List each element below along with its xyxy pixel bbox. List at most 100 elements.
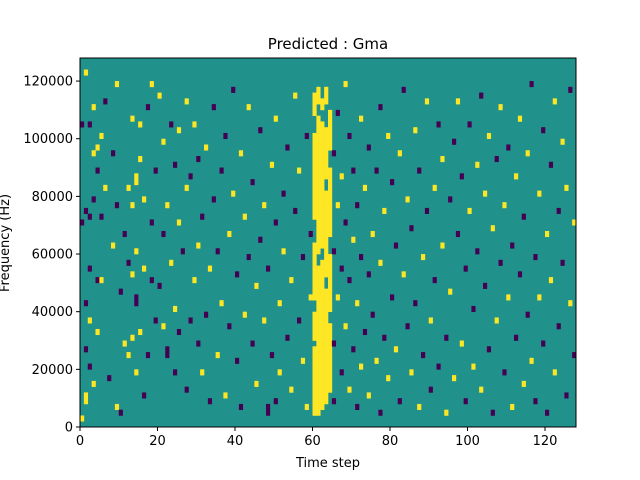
heatmap-cell xyxy=(502,202,507,209)
heatmap-cell xyxy=(227,230,232,238)
heatmap-cell xyxy=(564,392,569,399)
heatmap-cell xyxy=(452,375,457,382)
heatmap-cell xyxy=(95,167,100,174)
heatmap-cell xyxy=(568,300,573,307)
heatmap-cell xyxy=(572,352,577,359)
heatmap-cell xyxy=(556,207,561,214)
heatmap-cell xyxy=(169,259,174,266)
heatmap-cell xyxy=(145,104,151,111)
heatmap-cell xyxy=(529,81,534,88)
heatmap-cell xyxy=(444,334,449,341)
heatmap-cell xyxy=(312,92,317,116)
y-tick-label: 120000 xyxy=(23,75,73,90)
heatmap-cell xyxy=(269,161,275,168)
heatmap-cell xyxy=(355,300,360,307)
heatmap-cell xyxy=(254,380,259,387)
heatmap-cell xyxy=(483,190,488,197)
heatmap-cell xyxy=(258,236,263,243)
heatmap-cell xyxy=(366,271,371,278)
heatmap-cell xyxy=(413,127,418,134)
heatmap-cell xyxy=(300,357,306,364)
heatmap-cell xyxy=(572,219,577,226)
heatmap-cell xyxy=(87,121,92,128)
heatmap-cell xyxy=(300,254,306,261)
heatmap-cell xyxy=(103,184,108,191)
heatmap-cell xyxy=(134,369,139,376)
heatmap-cell xyxy=(173,305,178,312)
heatmap-cell xyxy=(145,352,151,359)
heatmap-cell xyxy=(347,277,352,284)
heatmap-cell xyxy=(269,352,275,359)
heatmap-cell xyxy=(455,98,461,105)
heatmap-cell xyxy=(196,340,201,347)
heatmap-cell xyxy=(382,207,387,214)
heatmap-cell xyxy=(192,277,197,284)
heatmap-cell xyxy=(386,132,391,140)
heatmap-cell xyxy=(514,173,519,180)
heatmap-cell xyxy=(134,248,139,255)
y-tick-label: 60000 xyxy=(32,248,73,263)
heatmap-cell xyxy=(393,242,399,249)
heatmap-cell xyxy=(188,173,193,180)
heatmap-cell xyxy=(432,277,437,284)
heatmap-cell xyxy=(219,167,224,174)
heatmap-cell xyxy=(235,271,240,278)
heatmap-cell xyxy=(130,202,135,209)
heatmap-cell xyxy=(494,317,499,324)
heatmap-cell xyxy=(149,81,154,88)
heatmap-cell xyxy=(176,219,182,226)
heatmap-cell xyxy=(134,294,139,307)
heatmap-cell xyxy=(564,184,569,191)
heatmap-cell xyxy=(455,230,461,238)
heatmap-cell xyxy=(80,219,85,226)
heatmap-cell xyxy=(506,294,511,301)
heatmap-cell xyxy=(138,121,143,128)
heatmap-cell xyxy=(502,369,507,376)
heatmap-cell xyxy=(417,167,422,174)
chart-title: Predicted : Gma xyxy=(268,35,388,53)
heatmap-cell xyxy=(293,92,298,99)
heatmap-cell xyxy=(242,311,247,318)
heatmap-cell xyxy=(83,392,89,405)
heatmap-cell xyxy=(231,86,236,93)
heatmap-cell xyxy=(405,196,410,203)
x-tick-label: 60 xyxy=(304,434,321,449)
heatmap-cell xyxy=(541,127,546,134)
heatmap-cell xyxy=(397,150,402,157)
heatmap-cell xyxy=(312,242,317,301)
heatmap-cell xyxy=(409,369,414,376)
heatmap-cell xyxy=(176,127,182,134)
heatmap-cell xyxy=(436,121,441,128)
heatmap-cell xyxy=(130,271,135,278)
heatmap-cell xyxy=(184,98,189,105)
heatmap-cell xyxy=(339,265,344,272)
heatmap-cell xyxy=(122,340,127,347)
heatmap-cell xyxy=(560,259,565,266)
heatmap-cell xyxy=(91,104,96,111)
heatmap-cell xyxy=(223,392,228,399)
heatmap-cell xyxy=(498,259,503,266)
heatmap-cell xyxy=(362,184,368,191)
heatmap-cell xyxy=(273,115,278,122)
heatmap-cell xyxy=(99,132,104,140)
heatmap-cell xyxy=(312,346,317,416)
heatmap-cell xyxy=(370,311,375,318)
heatmap-cell xyxy=(552,98,557,105)
heatmap-cell xyxy=(486,132,492,140)
heatmap-cell xyxy=(114,403,120,411)
heatmap-cell xyxy=(471,363,476,370)
heatmap-cell xyxy=(556,323,561,330)
heatmap-cell xyxy=(339,173,344,180)
heatmap-cell xyxy=(157,282,162,289)
heatmap-cell xyxy=(118,288,123,295)
heatmap-cell xyxy=(517,271,523,278)
heatmap-cell xyxy=(355,202,360,209)
heatmap-cell xyxy=(483,282,488,289)
heatmap-cell xyxy=(200,213,205,220)
y-tick-label: 100000 xyxy=(23,132,73,147)
heatmap-cell xyxy=(138,156,143,163)
heatmap-cell xyxy=(525,150,530,157)
heatmap-cell xyxy=(514,334,519,341)
heatmap-cell xyxy=(494,156,499,163)
heatmap-cell xyxy=(370,230,375,238)
